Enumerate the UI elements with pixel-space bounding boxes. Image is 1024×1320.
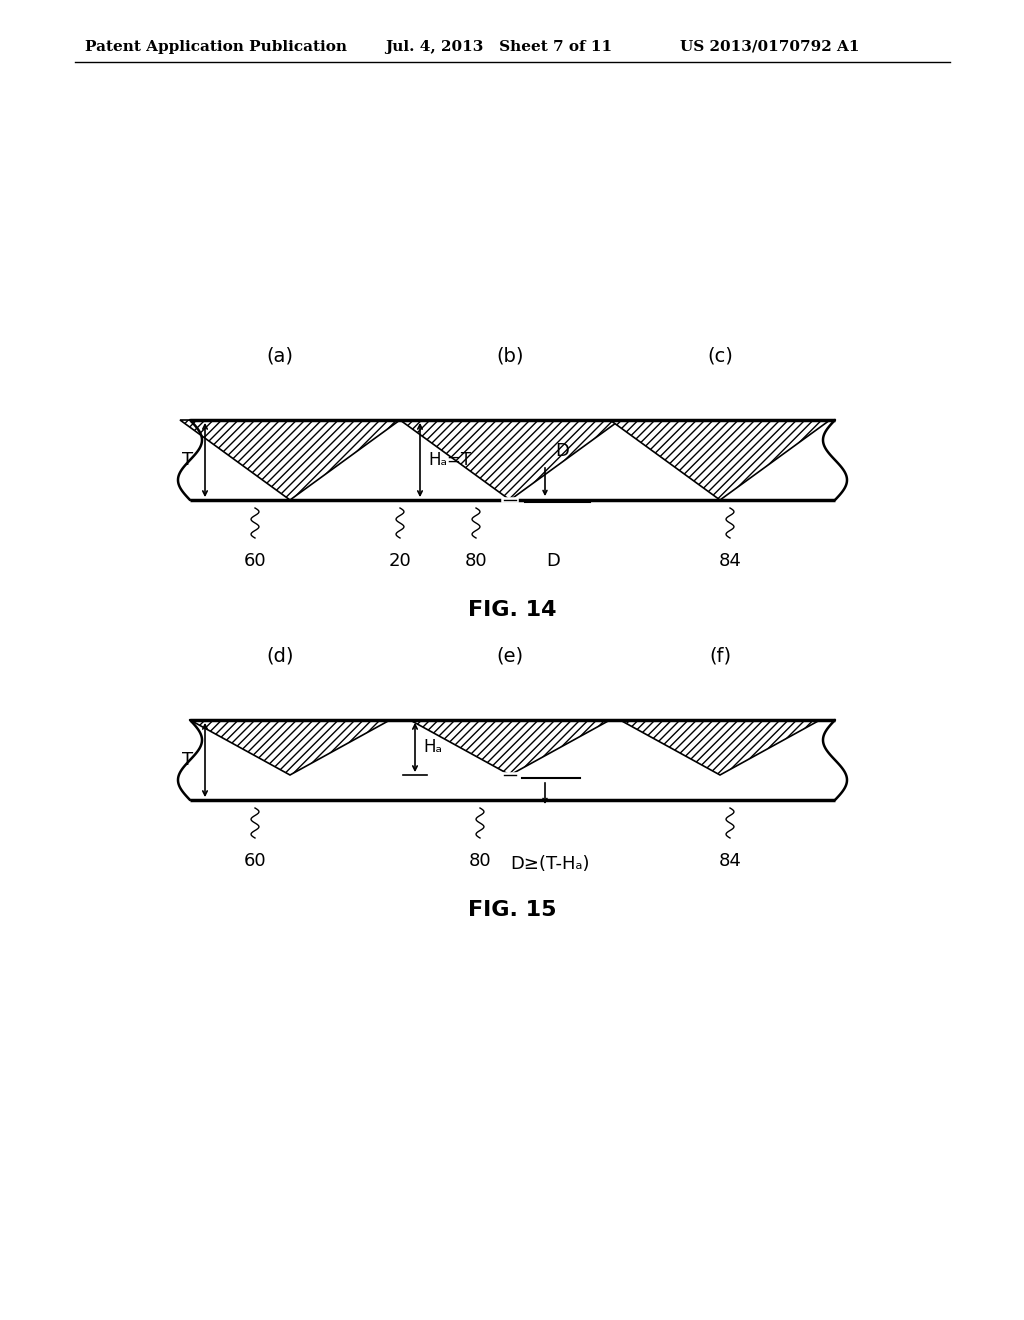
Text: T: T bbox=[182, 751, 193, 770]
Text: (a): (a) bbox=[266, 346, 294, 366]
Text: D: D bbox=[555, 442, 569, 459]
Text: D≥(T-Hₐ): D≥(T-Hₐ) bbox=[510, 855, 590, 873]
Text: T: T bbox=[182, 451, 193, 469]
Text: 84: 84 bbox=[719, 552, 741, 570]
Polygon shape bbox=[400, 420, 620, 500]
Polygon shape bbox=[180, 420, 400, 500]
Polygon shape bbox=[410, 719, 610, 775]
Polygon shape bbox=[190, 719, 390, 775]
Text: 80: 80 bbox=[469, 851, 492, 870]
Text: 80: 80 bbox=[465, 552, 487, 570]
Text: D: D bbox=[546, 552, 560, 570]
Text: 60: 60 bbox=[244, 851, 266, 870]
Text: (e): (e) bbox=[497, 645, 523, 665]
Text: Jul. 4, 2013   Sheet 7 of 11: Jul. 4, 2013 Sheet 7 of 11 bbox=[385, 40, 612, 54]
Text: 84: 84 bbox=[719, 851, 741, 870]
Polygon shape bbox=[620, 719, 820, 775]
Text: Hₐ: Hₐ bbox=[423, 738, 442, 756]
Polygon shape bbox=[610, 420, 830, 500]
Text: Hₐ=T: Hₐ=T bbox=[428, 451, 471, 469]
Text: (f): (f) bbox=[709, 645, 731, 665]
Text: (b): (b) bbox=[497, 346, 523, 366]
Text: (c): (c) bbox=[707, 346, 733, 366]
Text: FIG. 14: FIG. 14 bbox=[468, 601, 556, 620]
Text: FIG. 15: FIG. 15 bbox=[468, 900, 556, 920]
Text: 60: 60 bbox=[244, 552, 266, 570]
Text: Patent Application Publication: Patent Application Publication bbox=[85, 40, 347, 54]
Text: (d): (d) bbox=[266, 645, 294, 665]
Text: 20: 20 bbox=[389, 552, 412, 570]
Text: US 2013/0170792 A1: US 2013/0170792 A1 bbox=[680, 40, 859, 54]
